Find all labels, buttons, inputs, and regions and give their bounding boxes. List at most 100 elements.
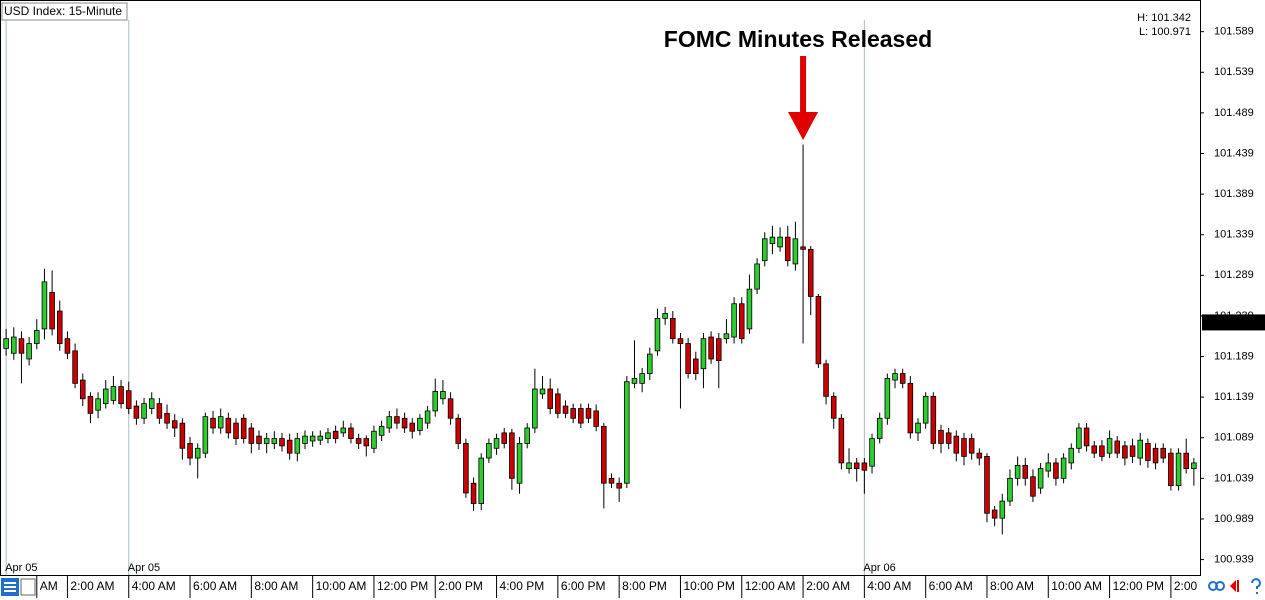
candle-body	[976, 452, 983, 459]
annotation: FOMC Minutes Released	[664, 26, 932, 52]
candle-body	[961, 438, 967, 457]
candle-body	[309, 435, 316, 442]
candle-body	[279, 438, 285, 447]
x-tick-label: 10:00 AM	[316, 579, 367, 593]
candle-body	[440, 391, 446, 400]
candle-body	[156, 403, 163, 419]
candle-body	[378, 425, 385, 436]
candle-body	[141, 403, 147, 419]
y-tick-label: 101.539	[1214, 66, 1254, 78]
candle-body	[1060, 457, 1067, 479]
x-tick-label: 10:00 AM	[1051, 579, 1102, 593]
candle-body	[110, 386, 117, 401]
candle-body	[1014, 464, 1021, 479]
candle-body	[509, 432, 515, 479]
y-tick-label: 101.589	[1214, 26, 1254, 38]
candle-body	[945, 432, 952, 444]
candle-body	[570, 408, 576, 419]
title-clip: USD Index: 15-Minute	[4, 4, 122, 18]
candle-body	[555, 393, 561, 414]
date-label: Apr 05	[128, 562, 160, 574]
candle-body	[133, 405, 140, 419]
candle-body	[371, 430, 377, 449]
x-tick-label: 6:00 PM	[561, 579, 606, 593]
candle-body	[64, 338, 71, 354]
candle-body	[784, 236, 791, 262]
candle-body	[547, 388, 553, 409]
candle-body	[585, 408, 592, 419]
candle-body	[125, 390, 132, 409]
candle-body	[1160, 447, 1166, 459]
date-label: Apr 05	[5, 562, 37, 574]
candle-body	[501, 432, 507, 444]
candle-body	[233, 422, 239, 439]
high-label: H: 101.342	[1137, 12, 1191, 24]
y-tick-label: 101.139	[1214, 391, 1254, 403]
candle-body	[562, 405, 569, 414]
candle-body	[187, 443, 193, 459]
candle-body	[876, 417, 883, 439]
candle-body	[1068, 447, 1075, 464]
candle-body	[325, 432, 331, 439]
candle-body	[899, 373, 906, 384]
candle-body	[1099, 445, 1105, 457]
candle-body	[470, 482, 477, 504]
candle-body	[830, 395, 837, 419]
candle-body	[693, 358, 699, 374]
candle-body	[1083, 427, 1090, 447]
candle-body	[677, 338, 684, 344]
x-tick-label: 4:00 AM	[132, 579, 176, 593]
candle-body	[179, 422, 186, 449]
candle-body	[271, 438, 278, 444]
candle-body	[700, 338, 707, 370]
candle-body	[164, 412, 170, 424]
candle-body	[478, 457, 485, 504]
candle-body	[363, 438, 370, 447]
y-tick-label: 101.439	[1214, 147, 1254, 159]
candle-body	[3, 338, 9, 349]
candle-body	[148, 398, 155, 409]
candle-body	[639, 373, 645, 384]
candle-body	[907, 382, 914, 434]
candle-body	[171, 420, 178, 429]
arrow-head	[788, 112, 819, 140]
candle-body	[56, 310, 63, 344]
candle-body	[1114, 440, 1121, 454]
candle-body	[432, 391, 439, 412]
x-tick-label: 12:00 PM	[1113, 579, 1164, 593]
candle-body	[991, 509, 998, 519]
candle-body	[41, 281, 48, 330]
candle-body	[984, 456, 990, 514]
page-icon[interactable]	[20, 578, 36, 596]
candle-body	[1022, 464, 1029, 479]
candle-body	[769, 236, 776, 245]
candle-body	[815, 296, 822, 365]
candle-body	[953, 435, 960, 454]
candle-body	[1183, 452, 1189, 470]
candle-body	[355, 438, 362, 444]
back-icon[interactable]	[1230, 580, 1236, 592]
candle-body	[838, 417, 845, 464]
candle-body	[846, 462, 852, 470]
candle-body	[394, 416, 400, 424]
candle-body	[938, 430, 944, 444]
candle-body	[409, 422, 416, 432]
plot-frame	[0, 0, 1201, 576]
candle-body	[1152, 447, 1159, 464]
toolbar-icons	[1, 578, 1261, 596]
candle-body	[1129, 445, 1136, 457]
candle-body	[72, 350, 78, 384]
candle-body	[861, 462, 868, 471]
help-icon[interactable]	[1251, 578, 1261, 594]
price-marker	[1202, 314, 1265, 331]
candle-body	[1030, 476, 1036, 497]
candle-body	[800, 246, 806, 250]
y-tick-label: 101.089	[1214, 432, 1254, 444]
candle-body	[578, 408, 584, 424]
x-tick-label: 2:00	[1174, 579, 1198, 593]
candle-body	[524, 427, 530, 444]
candle-body	[792, 238, 799, 265]
candle-body	[317, 435, 324, 441]
